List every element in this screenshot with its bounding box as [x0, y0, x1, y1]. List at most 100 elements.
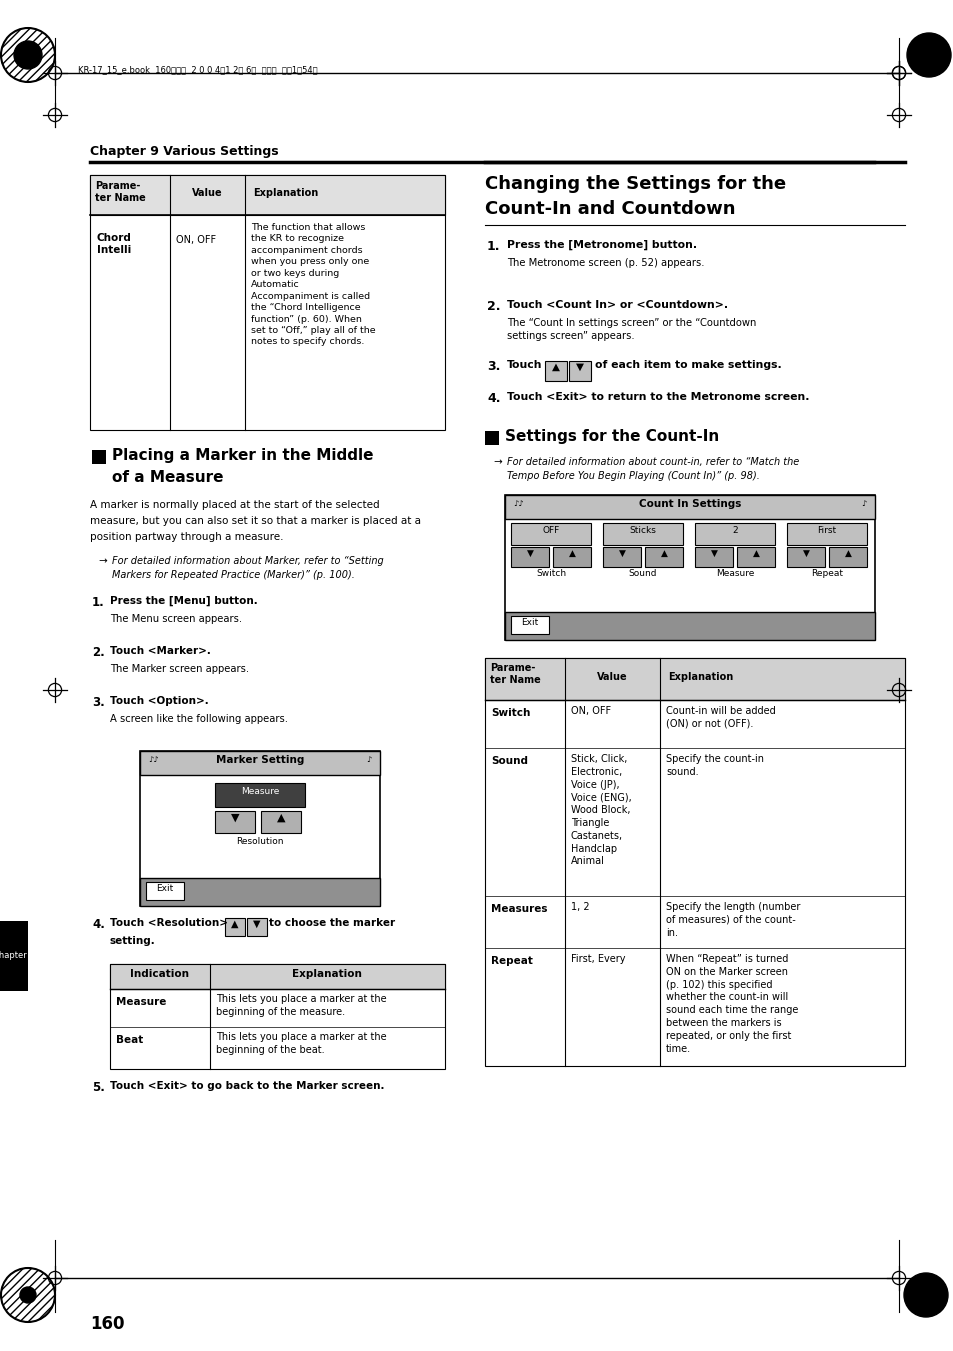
Circle shape	[20, 1288, 36, 1302]
Circle shape	[14, 41, 42, 69]
Bar	[140, 878, 379, 907]
Text: Count In Settings: Count In Settings	[639, 499, 740, 509]
Text: ▲: ▲	[231, 919, 238, 929]
Bar	[737, 547, 774, 567]
Bar	[786, 547, 824, 567]
Text: ▼: ▼	[618, 549, 625, 558]
Text: Count-In and Countdown: Count-In and Countdown	[484, 200, 735, 218]
Text: ON, OFF: ON, OFF	[175, 235, 216, 245]
Text: ▼: ▼	[231, 813, 239, 823]
Circle shape	[903, 1273, 947, 1317]
Text: Chapter 9 Various Settings: Chapter 9 Various Settings	[90, 145, 278, 158]
Text: Resolution: Resolution	[236, 838, 283, 846]
Text: Chord
Intelli: Chord Intelli	[97, 232, 132, 255]
Text: →: →	[98, 557, 107, 566]
Text: Touch: Touch	[506, 359, 542, 370]
Bar	[484, 431, 498, 444]
Bar	[602, 523, 682, 544]
Text: Settings for the Count-In: Settings for the Count-In	[504, 430, 719, 444]
Text: Specify the count-in
sound.: Specify the count-in sound.	[665, 754, 763, 777]
Text: Measure: Measure	[240, 788, 279, 796]
Text: Press the [Menu] button.: Press the [Menu] button.	[110, 596, 257, 607]
Text: Repeat: Repeat	[810, 569, 842, 578]
Text: A screen like the following appears.: A screen like the following appears.	[110, 713, 288, 724]
Text: Explanation: Explanation	[292, 969, 361, 979]
Text: ♪♪: ♪♪	[513, 499, 523, 508]
Text: Tempo Before You Begin Playing (Count In)” (p. 98).: Tempo Before You Begin Playing (Count In…	[506, 471, 760, 481]
Text: ▼: ▼	[801, 549, 808, 558]
Bar	[786, 523, 866, 544]
Text: Press the [Metronome] button.: Press the [Metronome] button.	[506, 240, 697, 250]
Bar	[644, 547, 682, 567]
Bar	[140, 751, 379, 907]
Text: Touch <Count In> or <Countdown>.: Touch <Count In> or <Countdown>.	[506, 300, 727, 309]
Bar	[828, 547, 866, 567]
Text: Measures: Measures	[491, 904, 547, 915]
Text: Sticks: Sticks	[629, 526, 656, 535]
Text: Parame-
ter Name: Parame- ter Name	[490, 663, 540, 685]
Text: 5.: 5.	[91, 1081, 105, 1094]
Text: setting.: setting.	[110, 936, 155, 946]
Text: →: →	[493, 457, 501, 467]
Text: ▲: ▲	[276, 813, 285, 823]
Text: ▲: ▲	[752, 549, 759, 558]
Text: Switch: Switch	[491, 708, 530, 717]
Bar	[214, 811, 254, 834]
Bar	[140, 751, 379, 775]
Text: Exit: Exit	[521, 617, 538, 627]
Text: For detailed information about count-in, refer to “Match the: For detailed information about count-in,…	[506, 457, 799, 467]
Text: ▼: ▼	[526, 549, 533, 558]
Bar	[511, 523, 590, 544]
Text: 1.: 1.	[91, 596, 105, 609]
Bar	[568, 361, 590, 381]
Bar	[90, 176, 444, 215]
Text: Chapter 9: Chapter 9	[0, 951, 34, 961]
Text: Sound: Sound	[628, 569, 657, 578]
Text: Touch <Exit> to go back to the Marker screen.: Touch <Exit> to go back to the Marker sc…	[110, 1081, 384, 1092]
Text: 2: 2	[731, 526, 737, 535]
Text: ♪: ♪	[366, 755, 372, 765]
Text: Explanation: Explanation	[667, 671, 733, 682]
Text: OFF: OFF	[542, 526, 559, 535]
Text: Marker Setting: Marker Setting	[215, 755, 304, 765]
Text: Count-in will be added
(ON) or not (OFF).: Count-in will be added (ON) or not (OFF)…	[665, 707, 775, 728]
Text: ON, OFF: ON, OFF	[571, 707, 611, 716]
Text: This lets you place a marker at the
beginning of the measure.: This lets you place a marker at the begi…	[215, 994, 386, 1017]
Text: Measure: Measure	[116, 997, 166, 1006]
Bar	[484, 658, 904, 1066]
Text: Switch: Switch	[536, 569, 565, 578]
Text: The Metronome screen (p. 52) appears.: The Metronome screen (p. 52) appears.	[506, 258, 703, 267]
Text: Measure: Measure	[715, 569, 754, 578]
Text: 2.: 2.	[91, 646, 105, 659]
Text: ♪: ♪	[861, 499, 866, 508]
Text: Indication: Indication	[131, 969, 190, 979]
Bar	[225, 917, 245, 936]
Text: Exit: Exit	[156, 884, 173, 893]
Text: to choose the marker: to choose the marker	[269, 917, 395, 928]
Text: 2.: 2.	[486, 300, 500, 313]
Bar	[261, 811, 301, 834]
Bar	[511, 616, 548, 634]
Bar	[544, 361, 566, 381]
Text: ▲: ▲	[568, 549, 575, 558]
Text: measure, but you can also set it so that a marker is placed at a: measure, but you can also set it so that…	[90, 516, 420, 526]
Text: ▲: ▲	[843, 549, 850, 558]
Bar	[146, 882, 184, 900]
Text: The Menu screen appears.: The Menu screen appears.	[110, 613, 242, 624]
Text: First: First	[817, 526, 836, 535]
Bar	[511, 547, 548, 567]
Bar	[214, 784, 305, 807]
Text: Value: Value	[596, 671, 627, 682]
Text: Beat: Beat	[116, 1035, 143, 1046]
Bar	[695, 523, 774, 544]
Bar	[504, 494, 874, 640]
Text: of a Measure: of a Measure	[112, 470, 223, 485]
Bar	[695, 547, 732, 567]
Text: Touch <Exit> to return to the Metronome screen.: Touch <Exit> to return to the Metronome …	[506, 392, 809, 403]
Text: The “Count In settings screen” or the “Countdown
settings screen” appears.: The “Count In settings screen” or the “C…	[506, 317, 756, 342]
Bar	[504, 612, 874, 640]
Text: 4.: 4.	[91, 917, 105, 931]
Text: ▼: ▼	[253, 919, 260, 929]
Bar	[110, 965, 444, 989]
Circle shape	[906, 32, 950, 77]
